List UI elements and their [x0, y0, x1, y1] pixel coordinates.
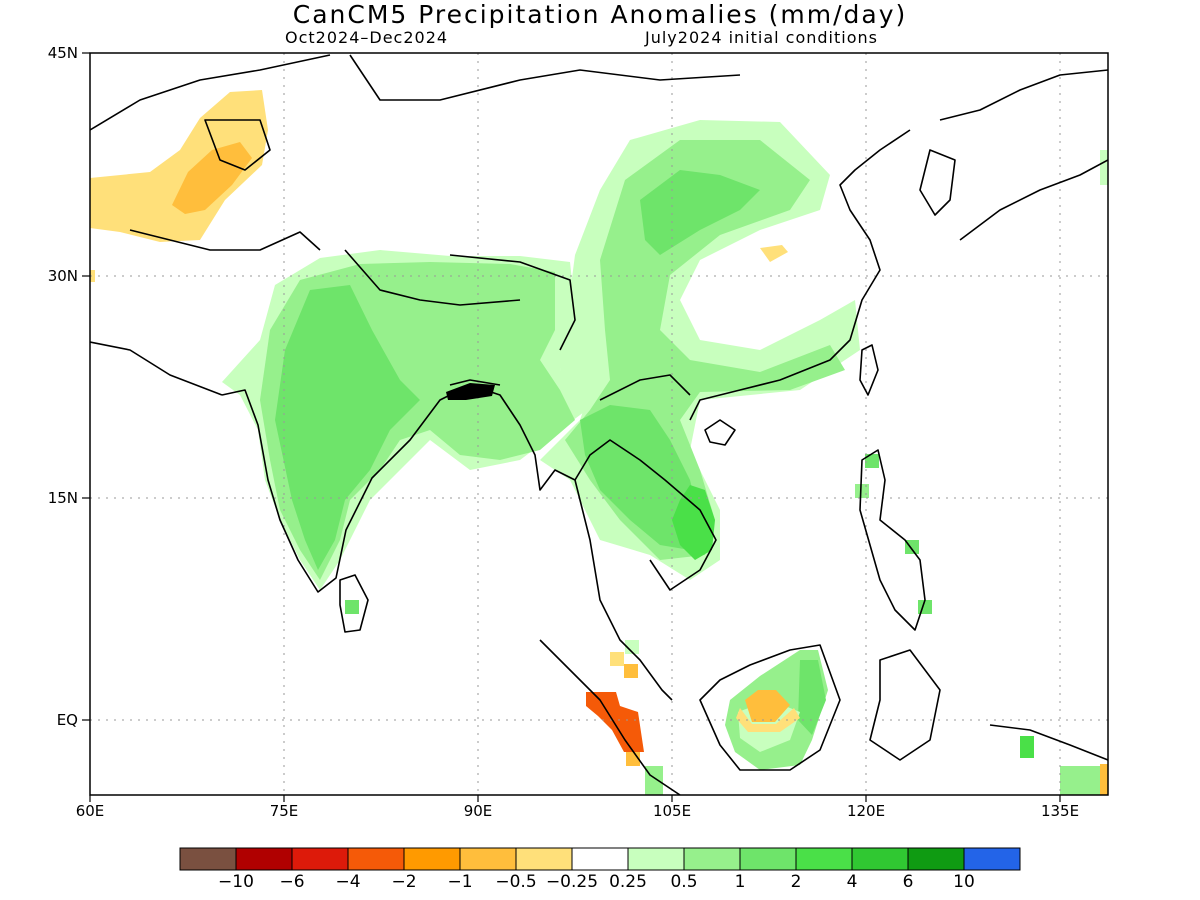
wet-philippines-1: [865, 454, 879, 468]
ganges-delta: [446, 383, 495, 400]
dry-malaya-2: [624, 664, 638, 678]
map-frame: [89, 52, 1109, 796]
legend-swatch: [627, 847, 685, 871]
dry-region-northwest: [90, 90, 268, 242]
wet-srilanka: [345, 600, 359, 614]
dry-spot-china: [760, 245, 788, 262]
wet-region-india-strong: [275, 285, 420, 570]
legend-swatch: [795, 847, 853, 871]
lon-label-105e: 105E: [652, 802, 692, 820]
dry-sumatra-strong: [586, 692, 644, 752]
legend-swatch: [907, 847, 965, 871]
wet-newguinea: [1060, 766, 1100, 795]
legend-swatch: [179, 847, 237, 871]
dry-malaya-1: [610, 652, 624, 666]
coastlines: [90, 54, 1108, 795]
lon-label-135e: 135E: [1040, 802, 1080, 820]
wet-region-indochina-strong: [580, 170, 760, 550]
wet-malaya-1: [625, 640, 639, 654]
legend-label: −0.5: [495, 872, 537, 892]
forecast-period: Oct2024–Dec2024: [285, 28, 449, 47]
legend-label: 6: [902, 872, 914, 892]
lon-label-75e: 75E: [269, 802, 299, 820]
wet-japan-edge: [1100, 150, 1108, 185]
lat-label-15n: 15N: [47, 489, 78, 507]
lon-label-60e: 60E: [75, 802, 105, 820]
legend-swatch: [571, 847, 629, 871]
dry-edge: [90, 270, 95, 282]
legend-swatch: [851, 847, 909, 871]
legend-label: −10: [218, 872, 254, 892]
lat-label-30n: 30N: [47, 267, 78, 285]
lon-label-120e: 120E: [846, 802, 886, 820]
lat-label-45n: 45N: [47, 44, 78, 62]
lon-label-90e: 90E: [463, 802, 493, 820]
gridlines: [90, 53, 1108, 795]
anomaly-field: [90, 53, 1108, 795]
wet-indonesia-east: [1020, 736, 1034, 758]
legend-swatch: [291, 847, 349, 871]
legend-swatch: [963, 847, 1021, 871]
legend-swatch: [403, 847, 461, 871]
legend-swatch: [347, 847, 405, 871]
legend-label: −4: [335, 872, 361, 892]
dry-region-northwest-core: [172, 142, 252, 214]
legend-label: 0.5: [670, 872, 698, 892]
wet-borneo-strong: [798, 660, 826, 735]
legend-label: 2: [790, 872, 802, 892]
legend-label: −2: [391, 872, 417, 892]
legend-swatch: [515, 847, 573, 871]
legend-label: 10: [953, 872, 975, 892]
dry-borneo: [745, 690, 790, 722]
dry-newguinea: [1100, 764, 1108, 795]
legend-swatch: [235, 847, 293, 871]
axis-ticks: [82, 52, 1061, 802]
legend-label: 1: [734, 872, 746, 892]
legend-label: 0.25: [609, 872, 647, 892]
lat-label-eq: EQ: [56, 711, 78, 729]
map-title: CanCM5 Precipitation Anomalies (mm/day): [292, 0, 908, 29]
legend-swatch: [459, 847, 517, 871]
legend-label: −1: [447, 872, 473, 892]
initial-conditions: July2024 initial conditions: [645, 28, 878, 47]
wet-region-vietnam: [672, 485, 715, 560]
legend-label: 4: [846, 872, 858, 892]
legend-swatch: [739, 847, 797, 871]
legend-label: −0.25: [545, 872, 599, 892]
legend-swatch: [683, 847, 741, 871]
legend-label: −6: [279, 872, 305, 892]
dry-borneo-light: [736, 708, 800, 732]
